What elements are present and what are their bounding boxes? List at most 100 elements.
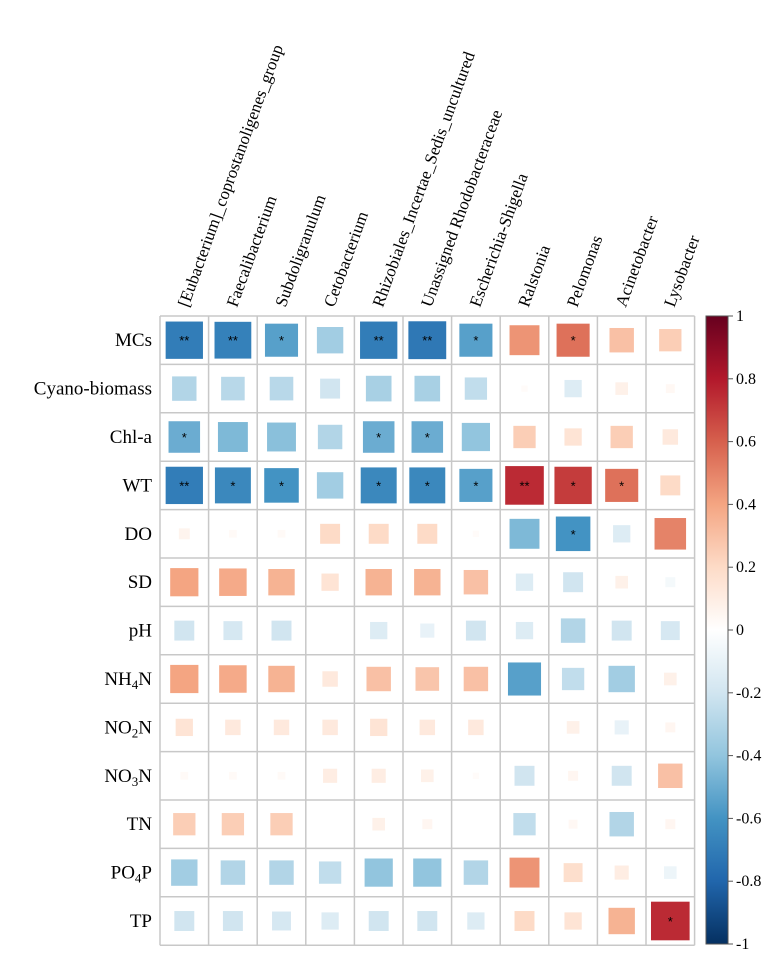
- cell-12-9: [608, 907, 635, 935]
- cell-11-7: [509, 857, 540, 888]
- row-label: pH: [129, 621, 153, 642]
- column-label: Ralstonia: [514, 242, 554, 309]
- cell-7-4: [366, 666, 391, 692]
- cell-1-4: [365, 375, 392, 402]
- cell-5-10: [665, 577, 676, 588]
- cell-7-2: [268, 665, 295, 693]
- cell-12-6: [467, 912, 485, 930]
- cell-2-6: [461, 422, 491, 452]
- colorbar-tick-label: 0.4: [736, 496, 756, 513]
- cell-6-5: [420, 623, 435, 638]
- cell-2-9: [610, 425, 633, 449]
- cell-4-10: [654, 518, 687, 550]
- row-label: NO2N: [104, 717, 152, 740]
- cell-2-8: [564, 428, 582, 446]
- significance-mark: *: [230, 478, 235, 493]
- cell-10-5: [422, 819, 433, 830]
- column-label: Cetobacterium: [320, 209, 372, 310]
- cell-7-10: [663, 672, 677, 686]
- cell-12-10: [650, 901, 690, 941]
- cell-10-10: [665, 819, 676, 830]
- row-label: WT: [122, 475, 152, 496]
- cell-6-0: [174, 620, 195, 641]
- cell-7-1: [219, 665, 247, 693]
- significance-mark: *: [279, 333, 284, 348]
- cell-2-5: [411, 421, 444, 453]
- colorbar-gradient: [705, 315, 729, 945]
- cell-0-10: [659, 329, 682, 352]
- cell-8-4: [370, 718, 388, 737]
- colorbar-tick-label: 0.2: [736, 559, 756, 576]
- significance-mark: **: [519, 478, 529, 493]
- colorbar-tick-label: 0.6: [736, 434, 756, 451]
- row-label: NO3N: [104, 766, 152, 789]
- cell-8-10: [665, 722, 676, 733]
- significance-mark: *: [425, 478, 430, 493]
- cell-0-1: [214, 321, 252, 359]
- cell-2-3: [317, 424, 343, 450]
- cell-3-1: [214, 467, 251, 504]
- significance-mark: *: [425, 430, 430, 445]
- cell-7-6: [463, 666, 489, 692]
- cell-8-6: [468, 719, 484, 736]
- row-labels: MCs Cyano-biomass Chl-a WT DO SD pH NH4N NO2N NO3…: [34, 330, 153, 932]
- cell-5-8: [563, 572, 584, 593]
- cell-5-1: [219, 568, 247, 596]
- cell-0-2: [264, 323, 299, 357]
- cell-12-5: [417, 911, 438, 931]
- significance-mark: *: [571, 527, 576, 542]
- cell-11-5: [413, 858, 442, 887]
- column-label: Acinetobacter: [612, 213, 663, 309]
- cell-11-2: [269, 860, 294, 885]
- cell-5-7: [515, 573, 534, 591]
- cell-11-10: [663, 866, 677, 879]
- row-label: NH4N: [104, 669, 152, 692]
- cell-1-3: [320, 378, 341, 399]
- cell-1-2: [269, 376, 294, 401]
- cell-1-6: [464, 377, 488, 400]
- cell-10-1: [221, 813, 245, 836]
- cell-4-5: [417, 523, 438, 544]
- column-label: Subdoligranulum: [271, 192, 329, 309]
- cell-1-9: [615, 382, 629, 395]
- cell-12-3: [321, 912, 339, 930]
- cell-10-2: [270, 813, 293, 836]
- cell-12-1: [222, 911, 243, 931]
- significance-mark: *: [473, 333, 478, 348]
- cell-8-2: [273, 719, 290, 736]
- significance-mark: **: [179, 478, 189, 493]
- cell-6-10: [660, 621, 680, 641]
- significance-mark: **: [179, 333, 189, 348]
- cell-7-7: [507, 662, 542, 696]
- cell-9-0: [180, 771, 189, 780]
- cell-5-2: [268, 569, 295, 596]
- cell-4-3: [320, 523, 341, 544]
- cell-5-0: [170, 568, 199, 597]
- cell-1-1: [221, 376, 245, 401]
- significance-mark: *: [473, 478, 478, 493]
- cell-7-8: [561, 667, 585, 691]
- cell-11-9: [614, 865, 629, 880]
- cell-4-1: [229, 529, 237, 538]
- cell-3-0: [165, 466, 203, 505]
- column-label: Lysobacter: [660, 232, 703, 309]
- heatmap-grid: [159, 315, 696, 946]
- cell-11-0: [171, 859, 198, 886]
- cell-9-7: [514, 765, 535, 786]
- cell-3-5: [409, 467, 446, 504]
- cell-4-0: [178, 528, 190, 540]
- cell-12-2: [272, 911, 291, 931]
- cell-4-8: [555, 516, 591, 552]
- cell-2-2: [267, 422, 296, 452]
- significance-mark: **: [422, 333, 432, 348]
- cell-0-4: [360, 321, 398, 359]
- cell-2-4: [362, 421, 395, 453]
- significance-mark: *: [619, 478, 624, 493]
- cell-1-7: [521, 385, 528, 392]
- significance-mark: **: [228, 333, 238, 348]
- significance-mark: *: [571, 333, 576, 348]
- cell-8-0: [175, 718, 193, 737]
- colorbar-tick-label: -0.2: [736, 685, 761, 702]
- significance-mark: *: [668, 914, 673, 929]
